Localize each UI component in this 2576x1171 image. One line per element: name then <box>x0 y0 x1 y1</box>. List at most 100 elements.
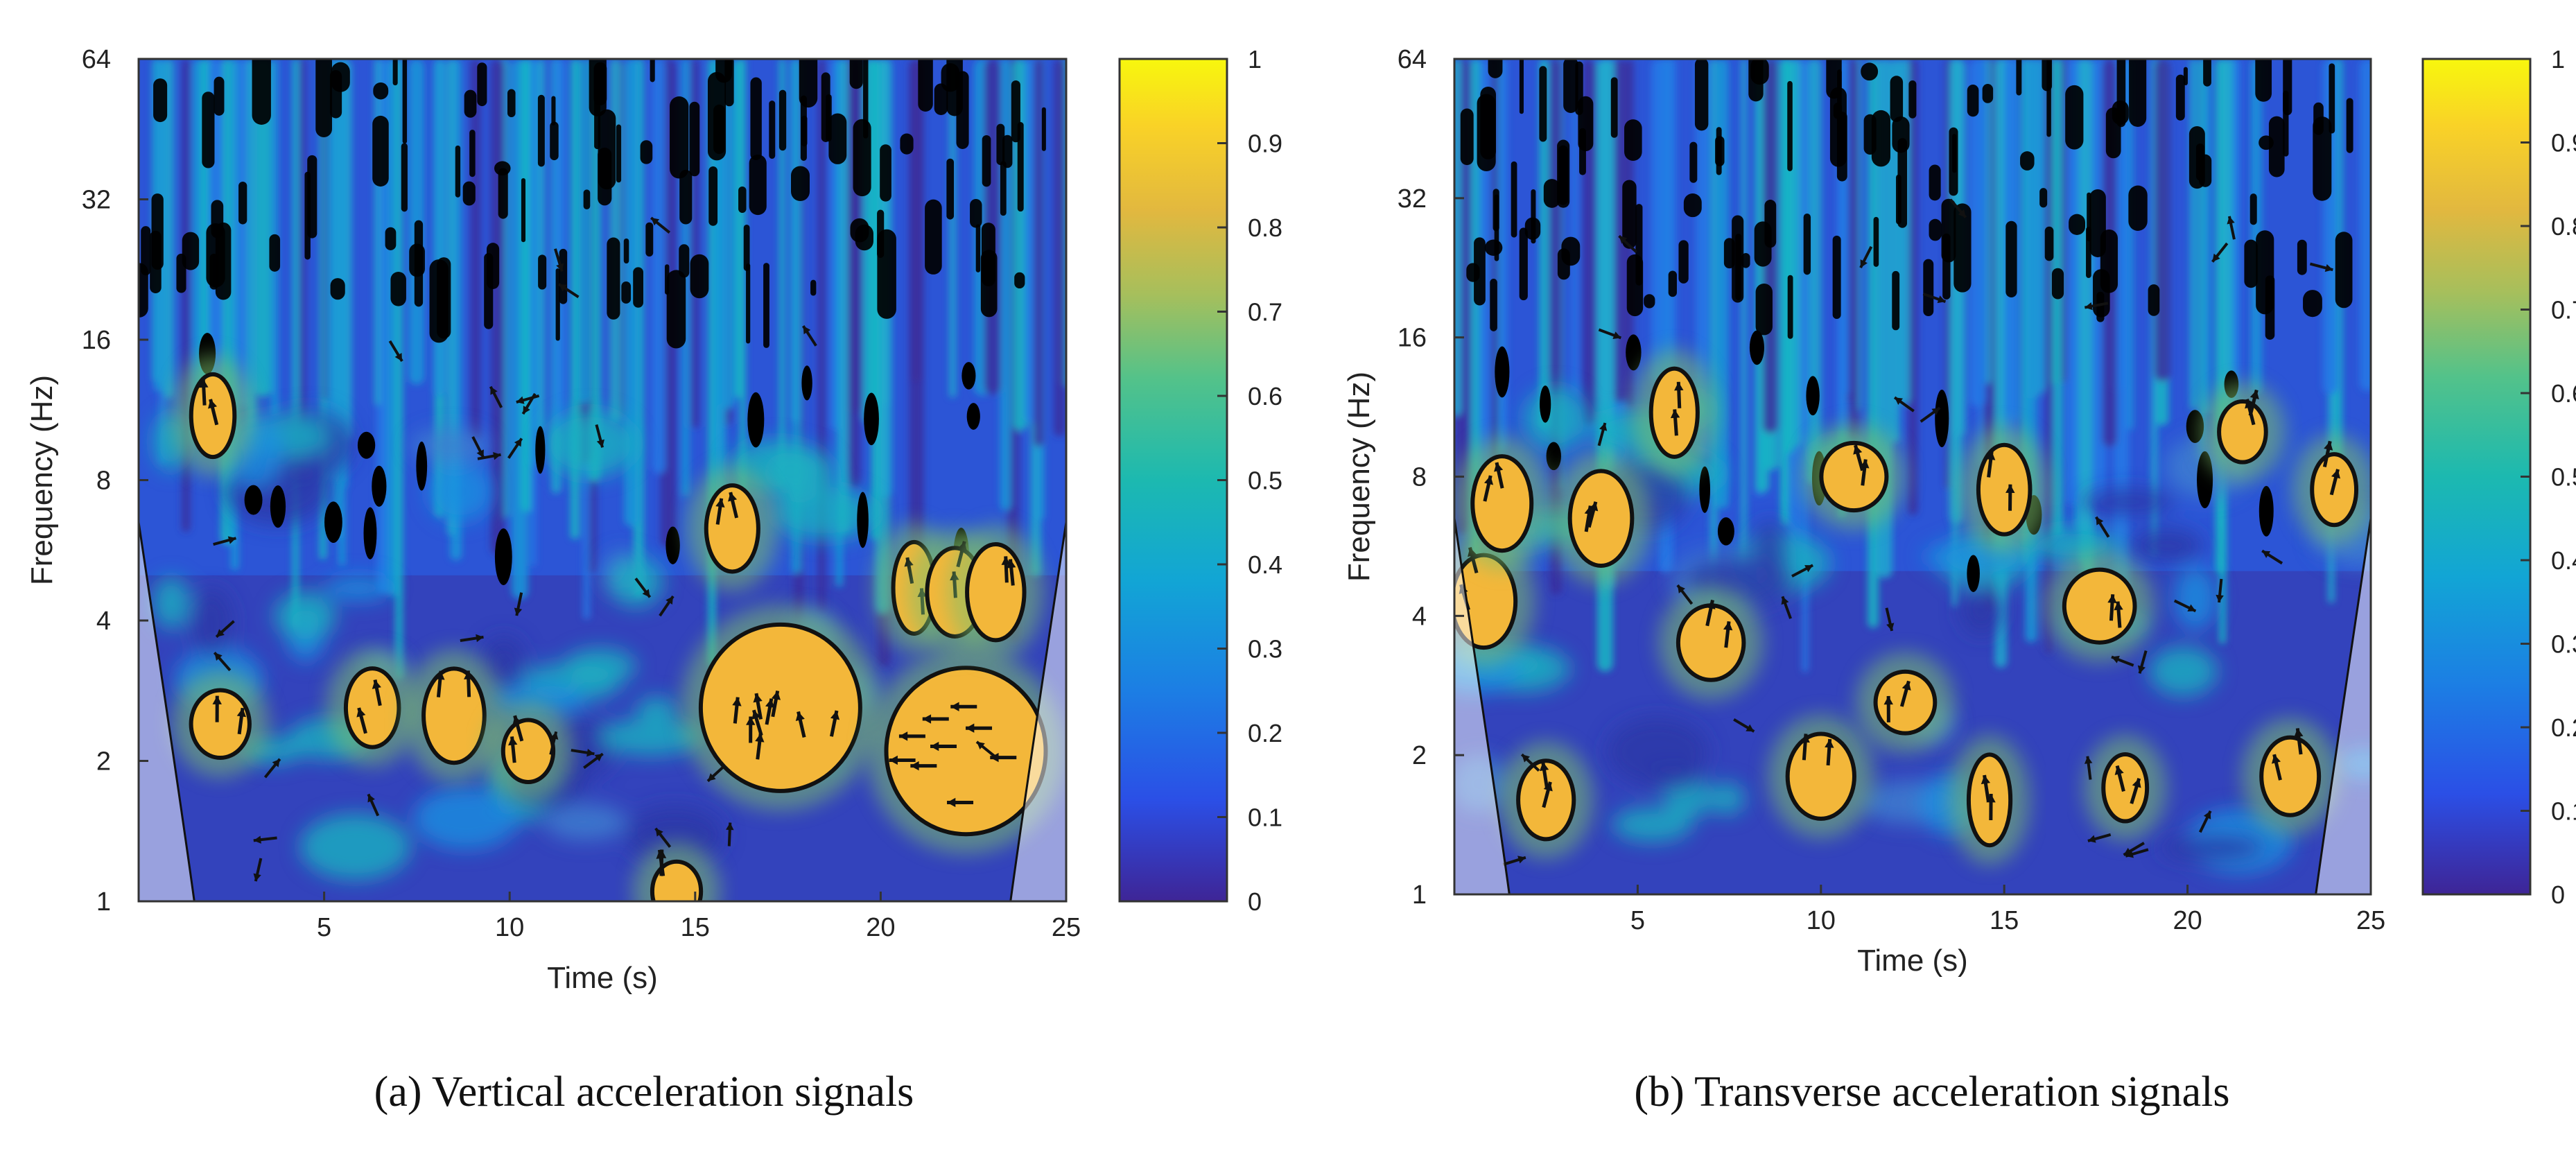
caption-a: (a) Vertical acceleration signals <box>374 1068 914 1116</box>
heatmap-blob <box>2159 834 2265 862</box>
significance-mark <box>1519 59 1524 114</box>
heatmap-blob <box>274 591 336 641</box>
colorbar-tick-label: 0 <box>1248 887 1262 916</box>
heatmap-streak <box>2154 59 2170 382</box>
heatmap-blob <box>2174 566 2217 631</box>
significance-mark <box>307 155 317 238</box>
phase-arrow-head <box>910 761 919 771</box>
significance-mark <box>1488 59 1503 78</box>
significance-mark <box>828 113 847 164</box>
significance-mark <box>1953 203 1972 293</box>
phase-arrow-head <box>556 263 564 272</box>
axes-a: 5 10 15 20 25 1 2 4 8 16 32 64 Time (s) Frequency (Hz… <box>25 45 1081 995</box>
significance-mark <box>2283 90 2289 157</box>
y-tick-label: 8 <box>96 467 111 496</box>
significance-mark <box>857 492 869 548</box>
significance-mark <box>1492 189 1499 232</box>
significance-mark <box>2199 154 2212 187</box>
phase-arrow-head <box>746 716 756 725</box>
significance-mark <box>1622 180 1637 249</box>
heatmap-streak <box>1454 59 1462 416</box>
heatmap-streak <box>292 59 299 628</box>
y-tick-label: 1 <box>1412 881 1427 910</box>
significance-mark <box>1764 200 1777 248</box>
phase-arrow-head <box>594 754 603 762</box>
heatmap-blob <box>2082 489 2175 515</box>
phase-arrow-head <box>523 406 530 415</box>
significance-mark <box>385 227 397 250</box>
phase-arrow-head <box>464 670 473 679</box>
significance-mark <box>269 234 281 272</box>
phase-arrow-head <box>2324 263 2333 272</box>
colorbar-b: 0 0.1 0.2 0.3 0.4 0.5 0.6 0.7 0.8 0.9 1 <box>2421 45 2576 909</box>
phase-arrow-head <box>516 396 525 404</box>
heatmap-blob <box>413 787 519 850</box>
significance-mark <box>2197 451 2213 509</box>
phase-arrow-head <box>732 697 742 706</box>
significance-mark <box>372 465 387 507</box>
phase-arrow-head <box>476 449 484 458</box>
phase-arrow-head <box>889 755 898 765</box>
phase-arrow-head <box>2137 665 2146 674</box>
phase-arrow-head <box>216 629 225 637</box>
significance-mark <box>1892 116 1910 153</box>
significance-mark <box>1895 174 1901 225</box>
heatmap-streak <box>395 59 403 679</box>
phase-arrow-head <box>795 711 805 721</box>
significance-mark <box>607 237 620 320</box>
phase-arrow-head <box>976 741 985 750</box>
phase-arrow-head <box>1853 445 1863 455</box>
significance-mark <box>925 199 942 275</box>
phase-arrow-head <box>1522 754 1530 763</box>
y-tick-label: 1 <box>96 887 111 917</box>
phase-arrow-head <box>1958 209 1966 218</box>
significance-mark <box>1716 127 1722 175</box>
significance-mark <box>1484 239 1503 257</box>
significance-mark <box>1041 107 1046 151</box>
heatmap-streak <box>1054 59 1066 437</box>
significance-mark <box>1002 135 1013 168</box>
significance-mark <box>535 426 546 474</box>
significance-mark <box>363 507 377 560</box>
significance-mark <box>1480 86 1497 159</box>
x-tick-label: 25 <box>1052 913 1081 942</box>
phase-arrow-head <box>753 693 763 703</box>
colorbar-tick-label: 0.8 <box>2551 212 2576 241</box>
significance-mark <box>853 119 871 197</box>
heatmap-blob <box>2149 646 2218 697</box>
phase-arrow-head <box>1883 695 1893 705</box>
heatmap-streak <box>652 59 666 474</box>
significance-mark <box>633 267 644 308</box>
significance-mark <box>679 244 690 278</box>
significance-mark <box>1908 80 1917 119</box>
significance-mark <box>946 158 955 220</box>
heatmap-streak <box>1985 59 1992 384</box>
significance-mark <box>1678 240 1689 284</box>
phase-arrow-head <box>214 652 223 661</box>
significance-mark <box>2042 59 2053 92</box>
significance-mark <box>464 89 477 118</box>
significance-mark <box>1787 80 1793 171</box>
significance-mark <box>810 279 817 296</box>
y-tick-label: 2 <box>96 747 111 777</box>
heatmap-streaks <box>152 59 1066 679</box>
phase-arrow-head <box>514 438 522 447</box>
phase-arrow-head <box>2216 594 2224 602</box>
phase-arrow-head <box>208 399 218 409</box>
phase-arrow-head <box>2132 778 2141 788</box>
phase-arrow-head <box>559 284 567 292</box>
heatmap-streak <box>779 59 785 485</box>
colorbar-tick-label: 1 <box>2551 45 2565 73</box>
significance-mark <box>2303 290 2322 318</box>
significance-mark <box>1557 248 1570 280</box>
phase-arrow-head <box>1986 793 1996 803</box>
coherence-region <box>698 622 862 793</box>
coherence-region <box>501 718 556 785</box>
y-tick-label: 2 <box>1412 741 1427 770</box>
significance-mark <box>970 198 982 228</box>
heatmap-blob <box>411 428 490 462</box>
significance-mark <box>826 94 832 142</box>
significance-mark <box>1624 119 1642 161</box>
phase-arrow-head <box>642 589 650 598</box>
